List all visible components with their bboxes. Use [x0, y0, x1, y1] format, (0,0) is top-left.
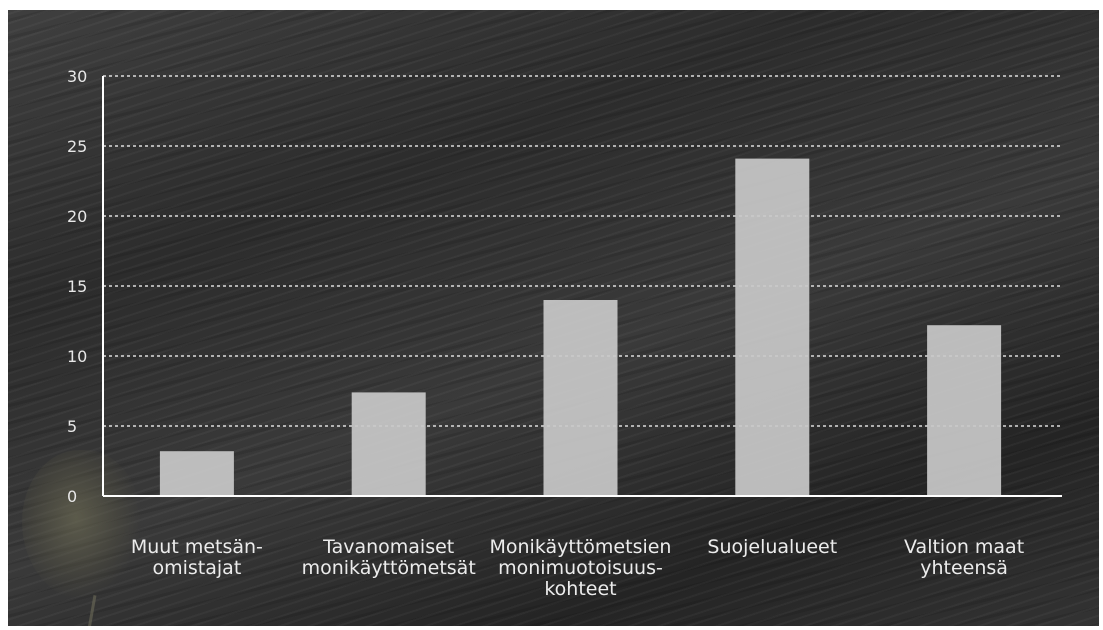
category-label: yhteensä [920, 557, 1008, 579]
bar [159, 451, 234, 496]
y-tick-label: 25 [67, 137, 87, 156]
y-tick-labels: 0 5 10 15 20 25 30 [67, 67, 87, 506]
category-label: omistajat [153, 557, 242, 579]
grid-lines [103, 75, 1062, 427]
category-label: Suojelualueet [707, 536, 837, 558]
category-label: Monikäyttömetsien [490, 536, 672, 558]
bar [543, 300, 618, 496]
y-tick-label: 0 [67, 487, 77, 506]
category-label: monikäyttömetsät [302, 557, 476, 579]
y-tick-label: 5 [67, 417, 77, 436]
y-tick-label: 20 [67, 207, 87, 226]
category-label: Muut metsän- [131, 536, 263, 558]
category-label: kohteet [544, 578, 616, 600]
bar [735, 158, 810, 496]
category-label: Valtion maat [904, 536, 1024, 558]
y-tick-label: 15 [67, 277, 87, 296]
bar [927, 325, 1002, 496]
bar [351, 392, 426, 496]
category-labels: Muut metsän-omistajat Tavanomaisetmonikäy… [131, 536, 1024, 600]
category-label: Tavanomaiset [322, 536, 454, 558]
y-tick-label: 30 [67, 67, 87, 86]
y-tick-label: 10 [67, 347, 87, 366]
axes [102, 76, 1062, 497]
category-label: monimuotoisuus- [498, 557, 663, 579]
bars [159, 158, 1002, 496]
leaf-decoration [22, 450, 142, 600]
